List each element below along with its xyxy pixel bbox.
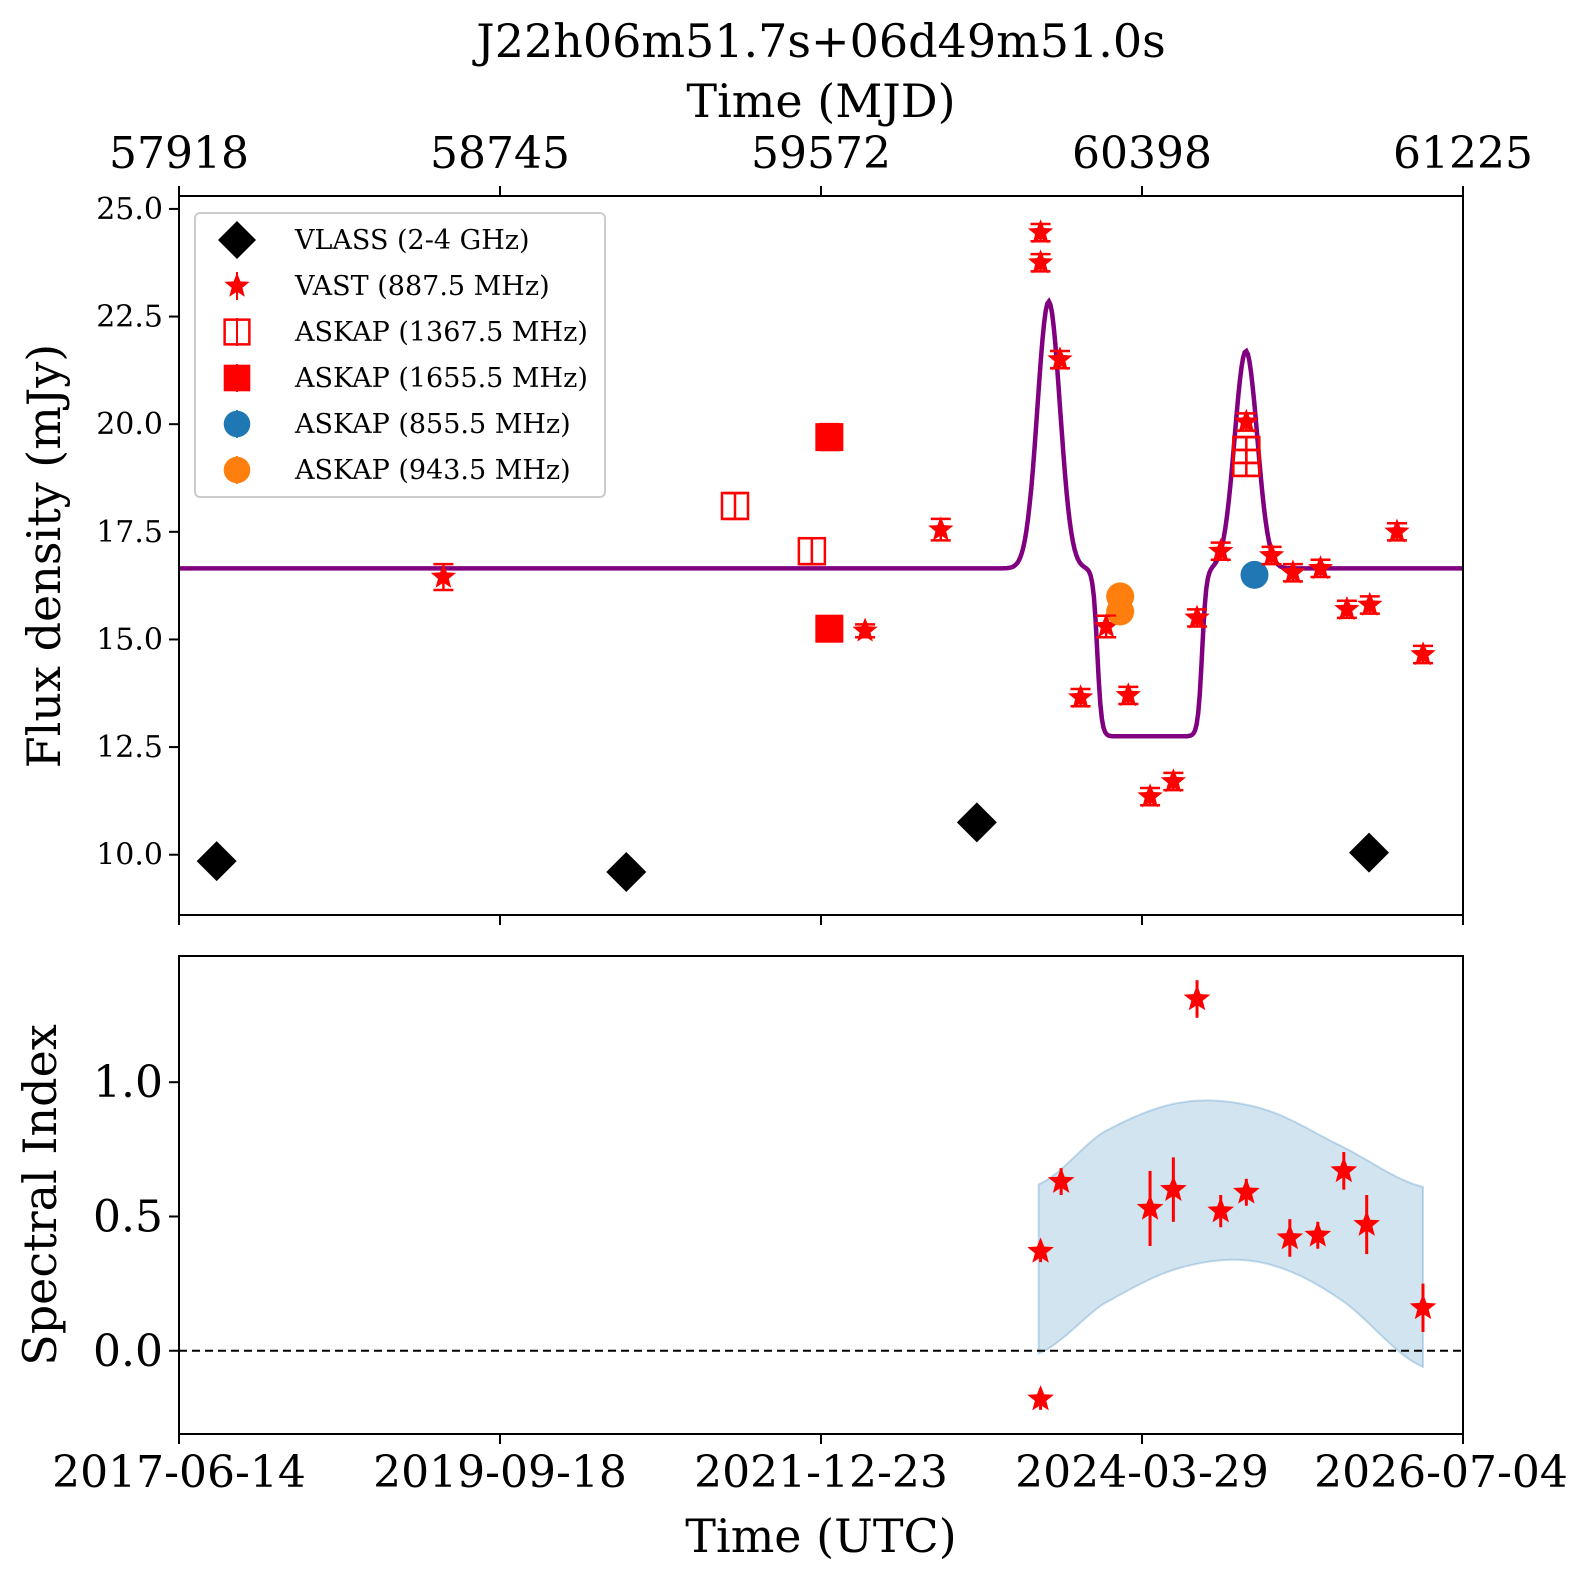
y-tick-label: 0.0: [93, 1326, 163, 1377]
spectral-index-marks: [1027, 980, 1437, 1411]
legend-entry: ASKAP (855.5 MHz): [223, 409, 571, 440]
star-marker: [1027, 1385, 1054, 1411]
flux-y-ticks: 10.0 12.5 15.0 17.5 20.0 22.5 25.0: [96, 192, 179, 873]
top-tick-label: 58745: [430, 128, 570, 179]
spectral-index-point: [1233, 1178, 1260, 1206]
bottom-axis-label: Time (UTC): [685, 1509, 956, 1563]
legend-label: ASKAP (855.5 MHz): [294, 409, 571, 440]
y-tick-label: 1.0: [93, 1057, 163, 1108]
legend-label: ASKAP (1367.5 MHz): [294, 317, 588, 348]
flux-y-axis-label: Flux density (mJy): [17, 344, 71, 768]
model-curve: [179, 297, 1463, 739]
star-marker: [1047, 1167, 1075, 1193]
spectral-index-point: [1276, 1219, 1304, 1257]
legend-entry: VLASS (2-4 GHz): [218, 221, 530, 259]
bottom-tick-label: 2026-07-04: [1314, 1447, 1568, 1498]
spectral-index-point: [1207, 1195, 1234, 1228]
figure-title: J22h06m51.7s+06d49m51.0s: [472, 14, 1165, 68]
legend-label: VLASS (2-4 GHz): [294, 225, 530, 256]
top-mjd-ticks: 57918 58745 59572 60398 61225: [109, 128, 1533, 196]
circle-marker: [223, 410, 251, 438]
legend-entries: VLASS (2-4 GHz) VAST (887.5 MHz) ASKAP (13…: [218, 221, 588, 486]
data-point-diamond: [956, 802, 997, 843]
diamond-marker: [956, 802, 997, 843]
bottom-tick-label: 2017-06-14: [52, 1447, 306, 1498]
bottom-tick-label: 2021-12-23: [694, 1447, 948, 1498]
legend-entry: VAST (887.5 MHz): [224, 271, 550, 302]
y-tick-label: 20.0: [96, 407, 163, 442]
diamond-marker: [1349, 832, 1390, 873]
bottom-tick-label: 2024-03-29: [1015, 1447, 1269, 1498]
legend-entry: ASKAP (1367.5 MHz): [223, 317, 588, 348]
star-marker: [1304, 1221, 1332, 1247]
data-point-diamond: [1349, 832, 1390, 873]
top-tick-label: 57918: [109, 128, 249, 179]
star-marker: [1409, 1293, 1437, 1320]
top-tick-label: 61225: [1393, 128, 1533, 179]
spectral-index-point: [1027, 1385, 1054, 1411]
bottom-tick-label: 2019-09-18: [373, 1447, 627, 1498]
star-marker: [1276, 1224, 1304, 1250]
circle-marker: [223, 456, 251, 484]
legend-label: ASKAP (1655.5 MHz): [294, 363, 588, 394]
spectral-index-point: [1353, 1195, 1380, 1255]
star-marker: [1233, 1178, 1260, 1204]
bottom-x-ticks: 2017-06-14 2019-09-18 2021-12-23 2024-03…: [52, 1434, 1568, 1498]
spectral-index-point: [1136, 1170, 1164, 1247]
diamond-marker: [606, 851, 647, 892]
star-marker: [1353, 1210, 1380, 1236]
top-tick-label: 60398: [1072, 128, 1212, 179]
spectral-index-band: [1037, 1099, 1424, 1369]
top-axis-label: Time (MJD): [686, 74, 955, 128]
star-marker: [1160, 1175, 1187, 1201]
diamond-marker: [196, 841, 237, 882]
legend: VLASS (2-4 GHz) VAST (887.5 MHz) ASKAP (13…: [194, 212, 606, 498]
y-tick-label: 25.0: [96, 192, 163, 227]
star-marker: [1183, 985, 1211, 1011]
y-tick-label: 22.5: [96, 300, 163, 335]
flux-panel: 10.0 12.5 15.0 17.5 20.0 22.5 25.0 Flux densit…: [17, 192, 1464, 925]
data-point-diamond: [606, 851, 647, 892]
y-tick-label: 12.5: [96, 730, 163, 765]
star-marker: [1330, 1156, 1358, 1183]
star-marker: [1207, 1197, 1234, 1223]
spectral-index-point: [1047, 1167, 1075, 1195]
legend-label: ASKAP (943.5 MHz): [294, 455, 571, 486]
flux-data-marks: [196, 219, 1436, 892]
legend-label: VAST (887.5 MHz): [294, 271, 550, 302]
spectral-index-y-axis-label: Spectral Index: [13, 1024, 67, 1366]
spectral-index-point: [1409, 1283, 1437, 1332]
square-marker: [223, 364, 251, 392]
y-tick-label: 17.5: [96, 515, 163, 550]
legend-box: [194, 212, 606, 498]
data-point-diamond: [196, 841, 237, 882]
star-marker: [224, 272, 250, 297]
spectral-index-point: [1027, 1237, 1054, 1263]
flux-x-ticks: [178, 915, 1464, 925]
star-marker: [1027, 1237, 1054, 1263]
star-marker: [1136, 1194, 1164, 1220]
diamond-marker: [218, 221, 256, 259]
spectral-index-y-ticks: 0.0 0.5 1.0: [93, 1057, 179, 1377]
spectral-index-point: [1160, 1157, 1187, 1222]
top-tick-label: 59572: [751, 128, 891, 179]
spectral-index-point: [1304, 1221, 1332, 1249]
y-tick-label: 10.0: [96, 838, 163, 873]
y-tick-label: 0.5: [93, 1191, 163, 1242]
legend-entry: ASKAP (1655.5 MHz): [223, 363, 588, 394]
legend-entry: ASKAP (943.5 MHz): [223, 455, 571, 486]
spectral-index-point: [1330, 1152, 1358, 1190]
y-tick-label: 15.0: [96, 622, 163, 657]
spectral-index-point: [1183, 980, 1211, 1018]
spectral-index-panel: 0.0 0.5 1.0 2017-06-14 2019-09-18 2021-12-…: [13, 955, 1568, 1498]
